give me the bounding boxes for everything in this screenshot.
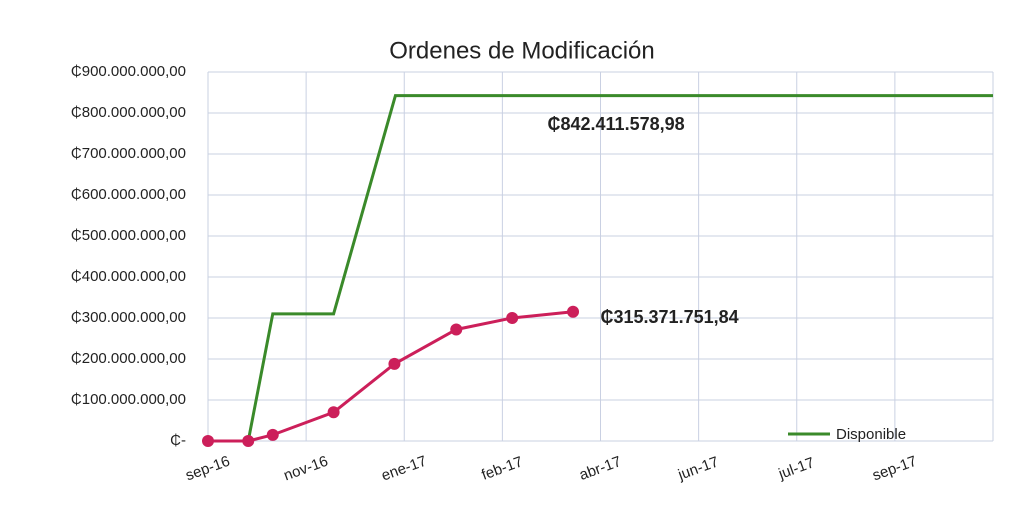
y-tick-label: ₵300.000.000,00 bbox=[71, 309, 186, 326]
point bbox=[266, 428, 279, 441]
x-tick-label: sep-16 bbox=[183, 453, 232, 485]
x-tick-label: nov-16 bbox=[281, 453, 330, 485]
series-line bbox=[208, 310, 574, 443]
x-tick-label: sep-17 bbox=[870, 453, 919, 485]
x-tick-label: jun-17 bbox=[675, 453, 721, 484]
point bbox=[242, 435, 255, 447]
x-tick-label: ene-17 bbox=[379, 453, 429, 485]
y-tick-label: ₵900.000.000,00 bbox=[71, 63, 186, 80]
y-tick-label: ₵800.000.000,00 bbox=[71, 104, 186, 121]
x-tick-label: feb-17 bbox=[479, 453, 525, 484]
point bbox=[506, 312, 519, 324]
point bbox=[567, 305, 580, 318]
chart-title: Ordenes de Modificación bbox=[389, 37, 654, 64]
y-tick-label: ₵100.000.000,00 bbox=[71, 391, 186, 408]
y-tick-label: ₵- bbox=[170, 432, 186, 449]
point bbox=[202, 435, 214, 447]
y-tick-label: ₵600.000.000,00 bbox=[71, 186, 186, 203]
x-tick-label: jul-17 bbox=[775, 454, 816, 483]
x-tick-label: abr-17 bbox=[577, 453, 624, 484]
point bbox=[388, 357, 401, 370]
y-tick-label: ₵700.000.000,00 bbox=[71, 145, 186, 162]
point bbox=[327, 406, 340, 419]
series-line bbox=[246, 94, 993, 442]
annotation: ₵315.371.751,84 bbox=[601, 307, 739, 327]
y-tick-label: ₵200.000.000,00 bbox=[71, 350, 186, 367]
y-tick-label: ₵500.000.000,00 bbox=[71, 227, 186, 244]
point bbox=[450, 323, 463, 336]
annotation: ₵842.411.578,98 bbox=[548, 114, 685, 134]
y-tick-label: ₵400.000.000,00 bbox=[71, 268, 186, 285]
legend-label: Disponible bbox=[836, 426, 906, 443]
